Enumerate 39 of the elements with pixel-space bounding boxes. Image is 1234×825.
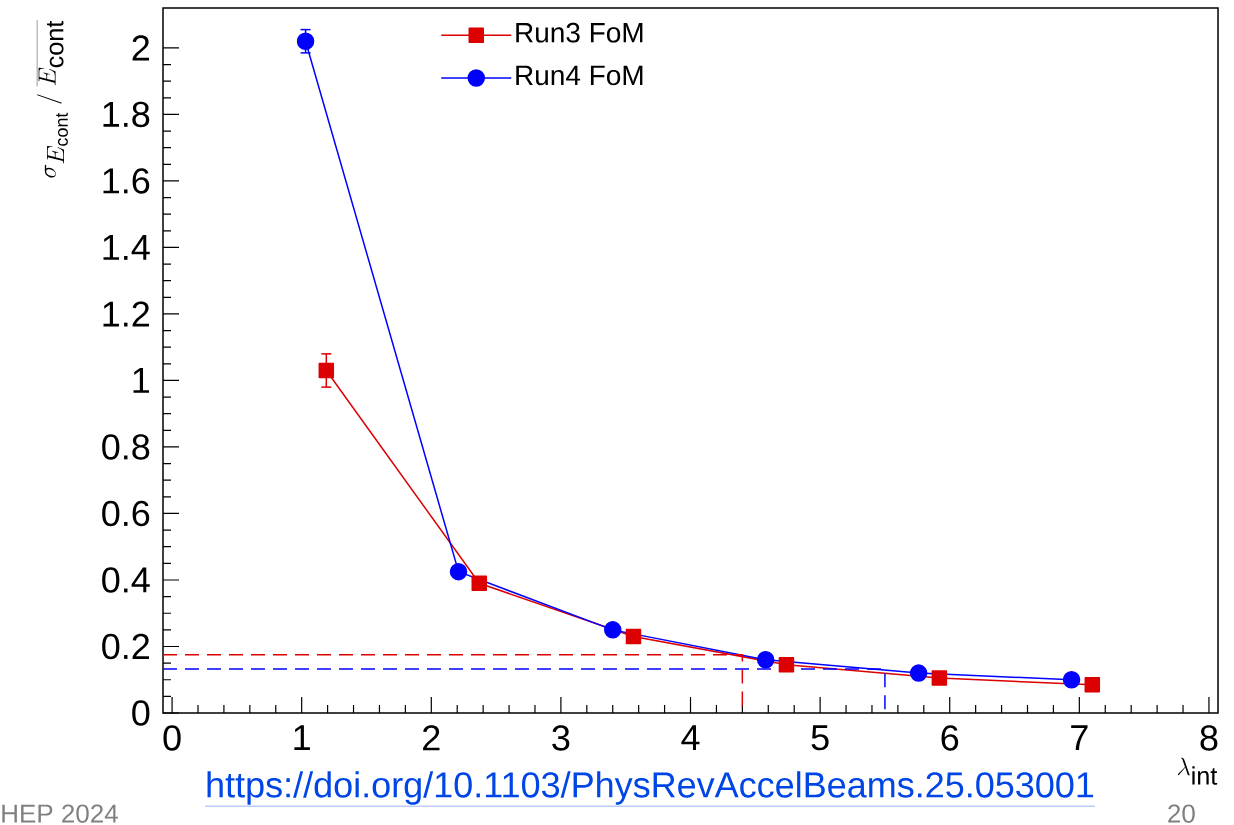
y-tick-label: 1.4	[103, 235, 150, 260]
y-tick-label: 1.6	[103, 168, 150, 194]
point	[296, 32, 315, 50]
point	[1062, 671, 1081, 689]
y-tick-label: 1.8	[103, 101, 150, 128]
point	[604, 621, 622, 639]
x-tick-label: 1	[294, 725, 310, 750]
point	[449, 562, 468, 581]
text: https://doi.org/10.1103/PhysRevAccelBeams.25.053001	[207, 771, 1094, 805]
x-tick-label: 2	[423, 725, 440, 751]
y-axis-title: $\sigma_{E_{\mathrm{cont}}} \;/\; \overline{E_{\mathrm{cont}}}$	[36, 20, 68, 178]
point	[471, 575, 487, 592]
x-tick-label: 5	[811, 725, 829, 751]
legend-label: Run4 FoM	[516, 65, 643, 86]
point	[625, 628, 642, 645]
y-tick-label: 2	[132, 35, 149, 61]
point	[756, 651, 775, 669]
text: 20	[1168, 804, 1195, 823]
y-tick-label: 1	[133, 368, 150, 393]
y-tick-label: 0.8	[102, 434, 150, 460]
x-tick-label: 4	[681, 725, 700, 750]
x-tick-label: 0	[163, 725, 181, 751]
x-tick-label: 8	[1200, 725, 1218, 751]
point	[909, 664, 928, 682]
y-tick-label: 0	[132, 700, 150, 726]
y-tick-label: 0.6	[102, 500, 150, 527]
y-tick-label: 0.4	[102, 567, 150, 593]
point	[318, 362, 335, 379]
point	[1084, 676, 1101, 693]
x-tick-label: 3	[552, 725, 570, 751]
point	[931, 670, 948, 686]
x-tick-label: 6	[941, 725, 959, 751]
y-tick-label: 1.2	[103, 301, 149, 327]
y-tick-label: 0.2	[102, 633, 149, 660]
text: HEP 2024	[2, 804, 118, 823]
point	[778, 657, 795, 673]
legend-label: Run3 FoM	[516, 22, 643, 43]
x-axis-title: $\lambda_{\mathrm{int}}$	[1177, 757, 1218, 785]
x-tick-label: 7	[1071, 725, 1088, 750]
